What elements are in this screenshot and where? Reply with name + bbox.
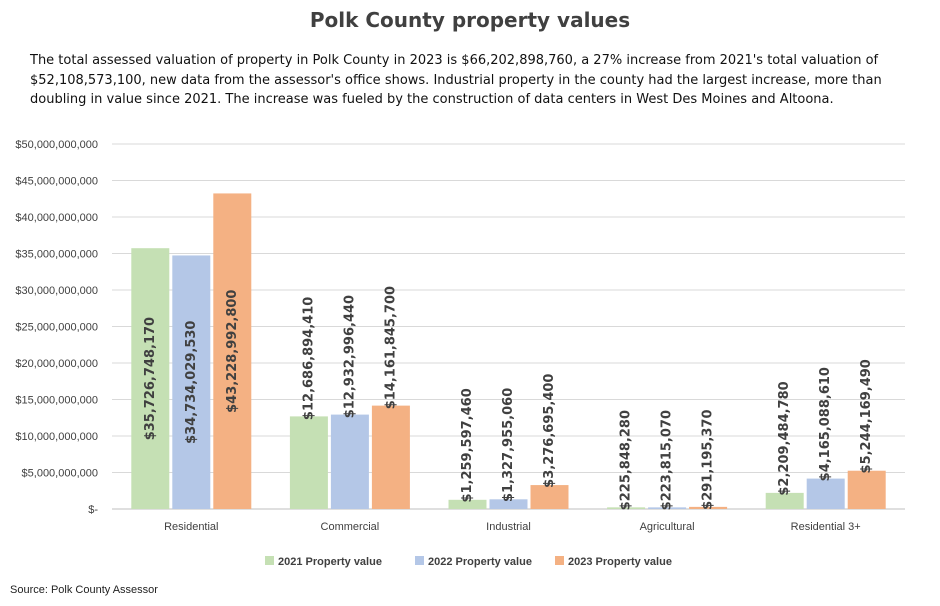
bar	[607, 507, 646, 509]
bar	[689, 506, 728, 509]
y-tick-label: $20,000,000,000	[15, 358, 98, 370]
y-tick-label: $50,000,000,000	[15, 139, 98, 151]
data-label: $5,244,169,490	[859, 359, 874, 473]
y-tick-label: $35,000,000,000	[15, 249, 98, 261]
source-note: Source: Polk County Assessor	[10, 584, 158, 596]
data-label: $35,726,748,170	[143, 317, 158, 440]
bar	[371, 405, 410, 509]
bar	[330, 414, 369, 509]
data-label: $223,815,070	[660, 410, 675, 510]
x-tick-label: Residential 3+	[791, 521, 861, 533]
data-label: $43,228,992,800	[225, 290, 240, 413]
x-tick-label: Commercial	[321, 521, 380, 533]
bar	[806, 478, 845, 509]
y-tick-label: $10,000,000,000	[15, 431, 98, 443]
legend-swatch	[555, 556, 564, 565]
bar	[648, 507, 687, 509]
data-label: $12,932,996,440	[342, 295, 357, 418]
bar	[530, 485, 569, 509]
legend-swatch	[415, 556, 424, 565]
x-tick-label: Agricultural	[640, 521, 695, 533]
chart-title: Polk County property values	[309, 8, 631, 32]
data-label: $14,161,845,700	[383, 286, 398, 409]
y-tick-label: $25,000,000,000	[15, 322, 98, 334]
y-tick-label: $5,000,000,000	[22, 468, 98, 480]
data-label: $225,848,280	[619, 410, 634, 510]
y-tick-label: $30,000,000,000	[15, 285, 98, 297]
chart-description: The total assessed valuation of property…	[30, 53, 882, 107]
bar	[172, 255, 211, 509]
bar	[847, 470, 886, 509]
legend-label: 2023 Property value	[568, 556, 672, 568]
data-label: $291,195,370	[701, 410, 716, 510]
x-tick-label: Residential	[164, 521, 218, 533]
y-tick-label: $15,000,000,000	[15, 395, 98, 407]
data-label: $34,734,029,530	[184, 321, 199, 444]
y-tick-label: $-	[88, 504, 98, 516]
data-label: $2,209,484,780	[777, 381, 792, 495]
bar	[289, 416, 328, 509]
legend-label: 2021 Property value	[278, 556, 382, 568]
bar	[448, 499, 487, 509]
x-tick-label: Industrial	[486, 521, 531, 533]
bar	[213, 193, 252, 510]
data-label: $1,327,955,060	[501, 388, 516, 502]
data-label: $12,686,894,410	[301, 297, 316, 420]
legend-label: 2022 Property value	[428, 556, 532, 568]
data-label: $3,276,695,400	[542, 374, 557, 488]
data-label: $4,165,088,610	[818, 367, 833, 481]
y-tick-label: $45,000,000,000	[15, 176, 98, 188]
bar	[765, 492, 804, 509]
bar	[131, 248, 170, 509]
legend-swatch	[265, 556, 274, 565]
y-tick-label: $40,000,000,000	[15, 212, 98, 224]
bar	[489, 499, 528, 509]
data-label: $1,259,597,460	[460, 388, 475, 502]
